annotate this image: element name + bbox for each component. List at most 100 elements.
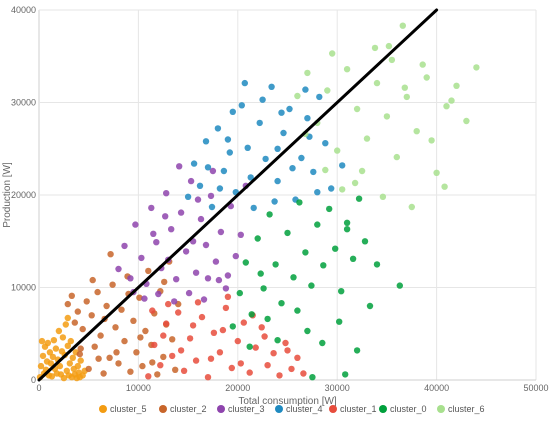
data-point — [296, 199, 303, 206]
data-point — [115, 360, 122, 367]
y-tick-label: 20000 — [11, 190, 36, 200]
data-point — [423, 74, 430, 81]
x-tick-label: 0 — [36, 383, 41, 393]
data-point — [89, 276, 96, 284]
data-point — [59, 334, 67, 341]
data-point — [168, 226, 175, 233]
data-point — [160, 332, 167, 339]
data-point — [342, 371, 349, 378]
y-tick-label: 0 — [31, 375, 36, 385]
data-point — [204, 164, 212, 171]
data-point — [261, 333, 268, 340]
data-point — [46, 349, 54, 356]
data-point — [308, 282, 315, 289]
scatter-points — [36, 22, 480, 382]
data-point — [294, 354, 301, 361]
data-point — [150, 230, 157, 237]
data-point — [204, 275, 212, 282]
data-point — [441, 183, 448, 190]
data-point — [336, 318, 343, 325]
data-point — [349, 255, 357, 262]
data-point — [270, 350, 277, 357]
axes: 0 10000 20000 30000 40000 50000 0 10000 20000 300… — [11, 5, 549, 393]
data-point — [198, 313, 206, 321]
data-point — [309, 374, 316, 381]
data-point — [74, 362, 82, 370]
data-point — [216, 185, 224, 192]
legend-item-cluster-6[interactable]: cluster_6 — [437, 404, 485, 414]
data-point — [363, 135, 371, 142]
data-point — [165, 300, 172, 308]
data-point — [401, 84, 408, 91]
data-point — [282, 339, 289, 347]
data-point — [276, 372, 283, 379]
data-point — [289, 165, 296, 172]
legend-label: cluster_4 — [286, 404, 323, 414]
legend-item-cluster-5[interactable]: cluster_5 — [99, 404, 147, 414]
data-point — [351, 179, 359, 187]
legend-item-cluster-1[interactable]: cluster_1 — [329, 404, 377, 414]
data-point — [190, 160, 198, 167]
data-point — [224, 136, 232, 143]
data-point — [246, 343, 253, 350]
data-point — [473, 64, 480, 71]
data-point — [355, 195, 363, 202]
data-point — [151, 341, 158, 349]
data-point — [314, 189, 321, 196]
data-point — [258, 324, 265, 331]
legend-label: cluster_5 — [110, 404, 147, 414]
data-point — [64, 314, 72, 322]
data-point — [66, 360, 74, 367]
legend-item-cluster-4[interactable]: cluster_4 — [275, 404, 323, 414]
data-point — [184, 193, 192, 200]
data-point — [68, 292, 76, 299]
data-point — [428, 137, 435, 144]
data-point — [224, 293, 232, 300]
legend-item-cluster-0[interactable]: cluster_0 — [379, 404, 427, 414]
data-point — [95, 355, 102, 362]
data-point — [182, 248, 190, 255]
x-tick-label: 40000 — [424, 383, 449, 393]
legend-marker — [99, 405, 107, 413]
data-point — [79, 325, 86, 333]
legend-item-cluster-2[interactable]: cluster_2 — [159, 404, 207, 414]
data-point — [274, 337, 281, 344]
data-point — [238, 102, 245, 109]
data-point — [353, 105, 361, 113]
legend-marker — [275, 405, 283, 413]
data-point — [171, 298, 178, 305]
data-point — [334, 147, 341, 154]
y-tick-label: 30000 — [11, 98, 36, 108]
data-point — [71, 319, 79, 326]
data-point — [127, 368, 134, 375]
data-point — [215, 276, 223, 284]
data-point — [186, 335, 194, 342]
data-point — [260, 285, 267, 292]
data-point — [85, 365, 92, 373]
grid — [38, 9, 537, 381]
data-point — [149, 359, 156, 366]
data-point — [91, 343, 98, 350]
data-point — [62, 321, 69, 328]
data-point — [284, 229, 291, 237]
data-point — [194, 299, 202, 306]
data-point — [145, 373, 152, 380]
data-point — [112, 324, 119, 331]
data-point — [324, 87, 331, 94]
data-point — [155, 290, 162, 298]
reference-line-group — [37, 8, 439, 382]
data-point — [284, 347, 291, 354]
data-point — [132, 221, 139, 228]
data-point — [237, 231, 244, 238]
data-point — [47, 360, 55, 367]
data-point — [220, 167, 228, 175]
data-point — [55, 327, 63, 335]
data-point — [298, 154, 305, 162]
data-point — [226, 149, 233, 156]
data-point — [121, 337, 128, 345]
data-point — [222, 304, 230, 312]
data-point — [278, 300, 285, 307]
data-point — [177, 347, 185, 354]
legend-item-cluster-3[interactable]: cluster_3 — [217, 404, 265, 414]
